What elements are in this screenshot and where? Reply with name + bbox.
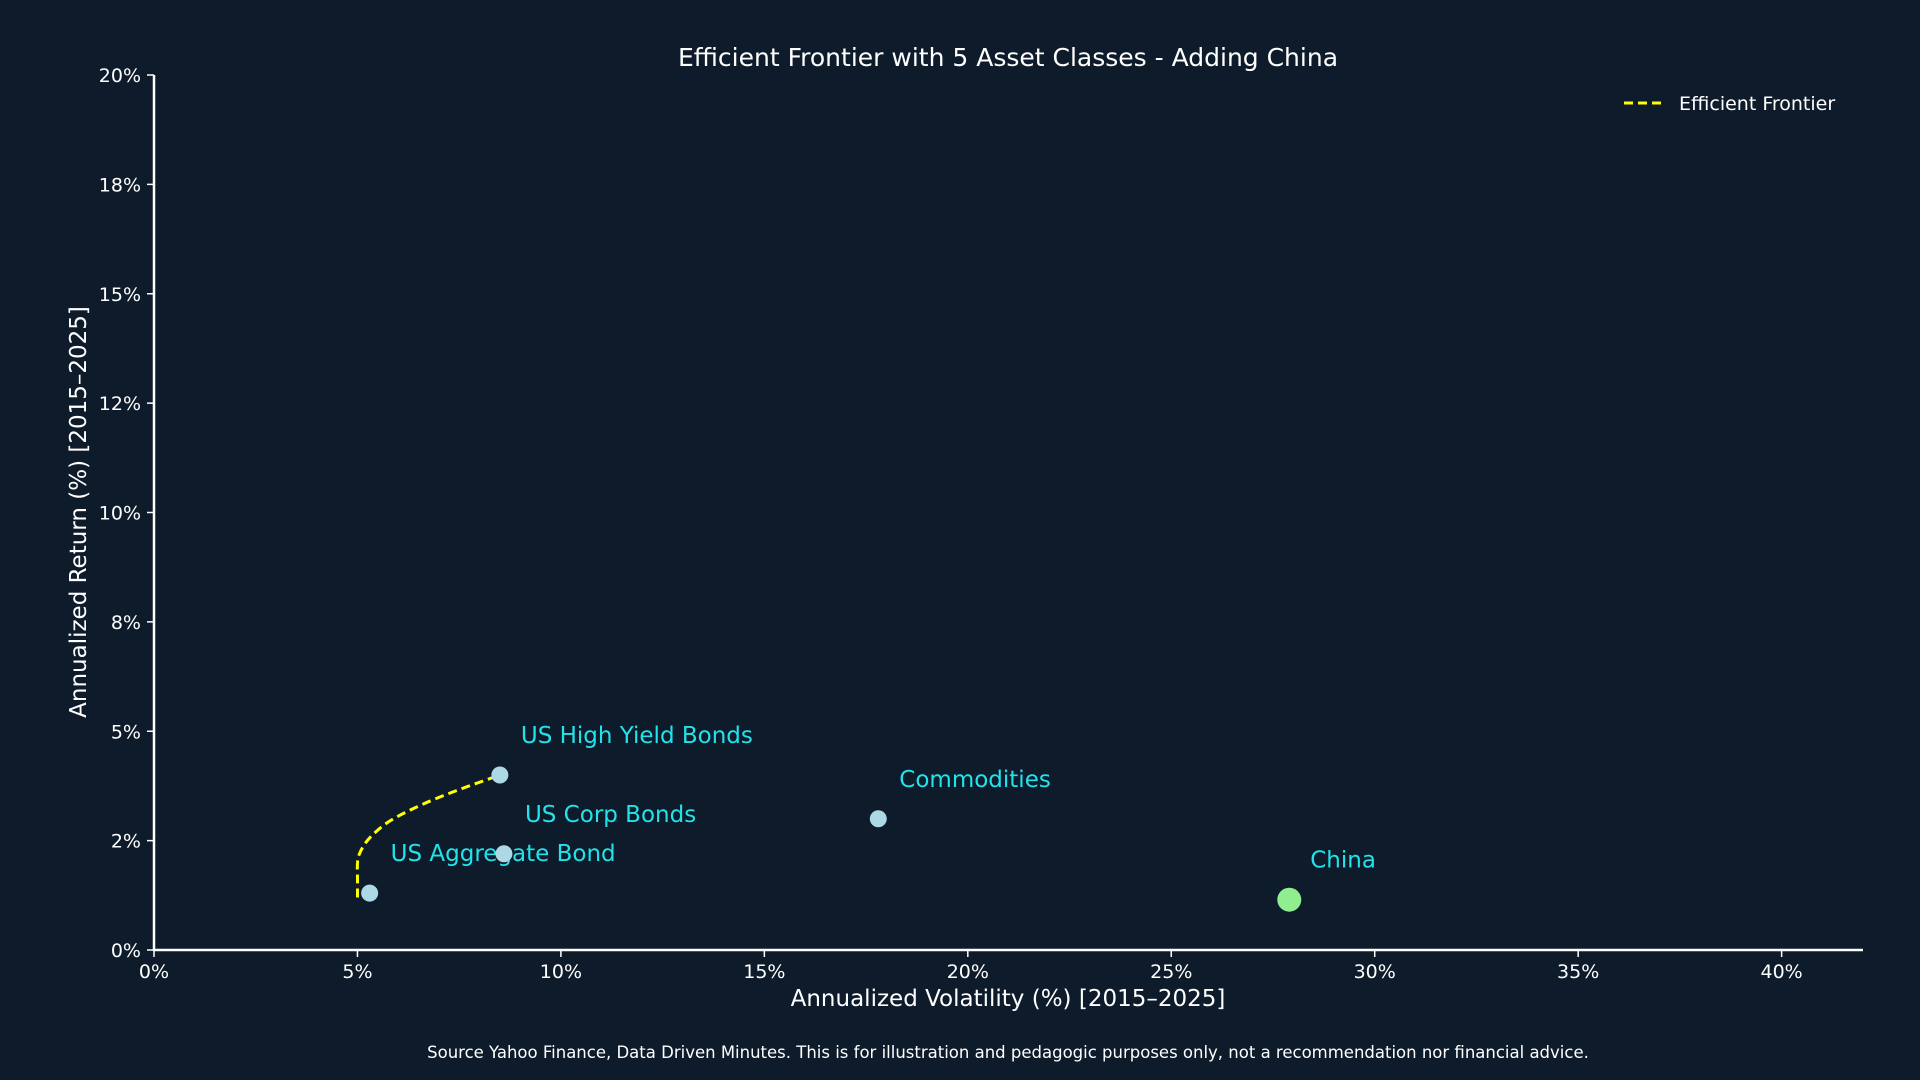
point-label-us-high-yield-bonds: US High Yield Bonds [521,723,753,749]
y-tick-label: 12% [99,393,141,415]
y-tick-label: 0% [111,940,141,962]
point-label-commodities: Commodities [899,767,1051,793]
legend: Efficient Frontier [1624,93,1835,115]
y-axis-label: Annualized Return (%) [2015–2025] [66,306,92,718]
y-tick-label: 20% [99,65,141,87]
y-tick-label: 18% [99,174,141,196]
y-tick-label: 5% [111,721,141,743]
x-tick-label: 20% [947,961,989,983]
point-us-aggregate-bond [361,884,379,902]
y-tick-label: 10% [99,503,141,525]
x-tick-label: 15% [743,961,785,983]
point-label-us-corp-bonds: US Corp Bonds [525,802,696,828]
x-tick-label: 25% [1150,961,1192,983]
plot-area: 0% 5% 10% 15% 20% 25% 30% 35% 40% 0% 2% 5% 8% 10% 12%… [99,65,1863,983]
point-us-corp-bonds [495,845,513,863]
x-tick-label: 5% [342,961,372,983]
y-axis-ticks: 0% 2% 5% 8% 10% 12% 15% 18% 20% [99,65,154,962]
x-axis-ticks: 0% 5% 10% 15% 20% 25% 30% 35% 40% [139,950,1803,983]
source-footnote: Source Yahoo Finance, Data Driven Minute… [427,1043,1589,1062]
x-tick-label: 0% [139,961,169,983]
x-tick-label: 35% [1557,961,1599,983]
y-tick-label: 8% [111,612,141,634]
point-us-high-yield-bonds [491,766,509,784]
point-commodities [869,810,887,828]
x-tick-label: 10% [540,961,582,983]
y-tick-label: 15% [99,284,141,306]
legend-frontier-label: Efficient Frontier [1679,93,1835,115]
y-tick-label: 2% [111,831,141,853]
efficient-frontier-series [355,773,501,898]
x-tick-label: 40% [1761,961,1803,983]
efficient-frontier-line [355,773,501,898]
chart-title: Efficient Frontier with 5 Asset Classes … [678,43,1338,72]
point-label-china: China [1310,848,1376,874]
x-axis-label: Annualized Volatility (%) [2015–2025] [791,986,1226,1012]
x-tick-label: 30% [1354,961,1396,983]
point-china [1277,887,1302,912]
